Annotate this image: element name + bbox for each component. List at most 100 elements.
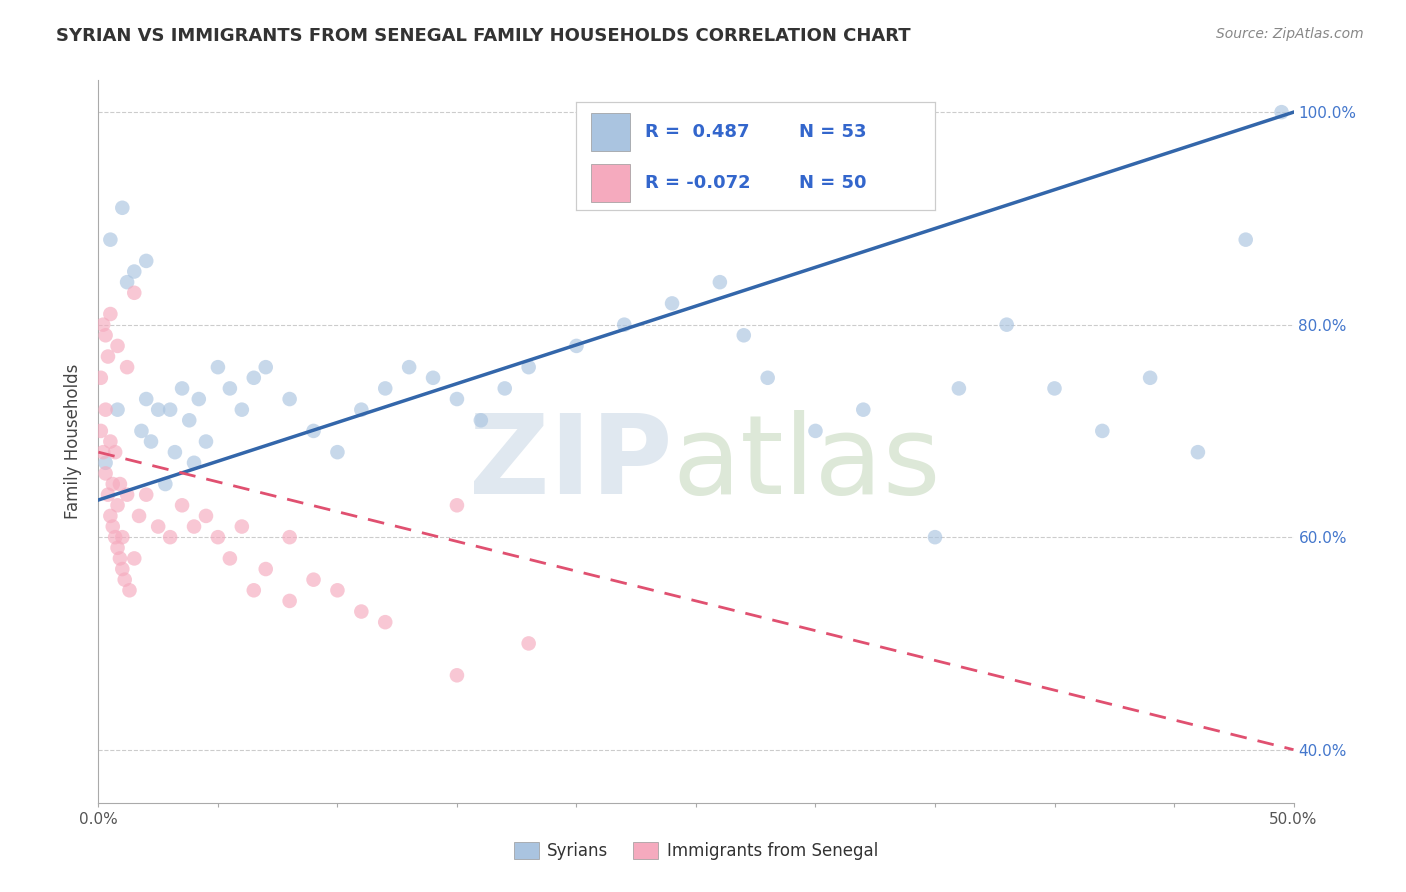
Point — [948, 381, 970, 395]
Text: ZIP: ZIP — [468, 409, 672, 516]
Point — [446, 392, 468, 406]
Point — [422, 371, 444, 385]
Point — [124, 551, 146, 566]
Point — [128, 508, 150, 523]
Point — [108, 551, 131, 566]
Point — [709, 275, 731, 289]
Point — [94, 467, 117, 481]
Point — [661, 296, 683, 310]
Point — [115, 488, 138, 502]
Point — [104, 445, 127, 459]
Point — [98, 434, 122, 449]
Point — [231, 402, 253, 417]
Point — [131, 424, 153, 438]
Point — [98, 233, 122, 247]
Point — [1271, 105, 1294, 120]
Point — [172, 381, 194, 395]
Y-axis label: Family Households: Family Households — [65, 364, 83, 519]
Point — [278, 392, 301, 406]
Point — [124, 285, 146, 300]
Text: SYRIAN VS IMMIGRANTS FROM SENEGAL FAMILY HOUSEHOLDS CORRELATION CHART: SYRIAN VS IMMIGRANTS FROM SENEGAL FAMILY… — [56, 27, 911, 45]
Point — [517, 360, 540, 375]
Point — [91, 318, 114, 332]
Point — [302, 573, 325, 587]
Point — [101, 477, 124, 491]
Point — [98, 508, 122, 523]
Point — [613, 318, 636, 332]
Point — [124, 264, 146, 278]
Point — [90, 424, 112, 438]
Point — [195, 508, 218, 523]
Point — [350, 402, 373, 417]
Point — [111, 530, 134, 544]
Point — [1234, 233, 1257, 247]
Point — [135, 488, 157, 502]
Point — [1043, 381, 1066, 395]
Point — [374, 381, 396, 395]
Point — [148, 519, 170, 533]
Point — [231, 519, 253, 533]
Point — [97, 488, 120, 502]
Point — [207, 530, 229, 544]
Point — [398, 360, 420, 375]
Point — [302, 424, 325, 438]
Point — [159, 402, 181, 417]
Text: Source: ZipAtlas.com: Source: ZipAtlas.com — [1216, 27, 1364, 41]
Point — [91, 445, 114, 459]
Point — [98, 307, 122, 321]
Point — [517, 636, 540, 650]
Point — [254, 562, 277, 576]
Point — [470, 413, 492, 427]
Point — [148, 402, 170, 417]
Point — [118, 583, 141, 598]
Point — [254, 360, 277, 375]
Point — [187, 392, 209, 406]
Point — [172, 498, 194, 512]
Point — [111, 201, 134, 215]
Point — [115, 360, 138, 375]
Point — [90, 371, 112, 385]
Point — [97, 350, 120, 364]
Point — [115, 275, 138, 289]
Point — [135, 253, 157, 268]
Text: atlas: atlas — [672, 409, 941, 516]
Point — [350, 605, 373, 619]
Point — [163, 445, 186, 459]
Point — [159, 530, 181, 544]
Point — [108, 477, 131, 491]
Point — [111, 562, 134, 576]
Point — [183, 456, 205, 470]
Point — [111, 822, 134, 837]
Point — [243, 583, 266, 598]
Point — [114, 573, 136, 587]
Point — [94, 456, 117, 470]
Point — [278, 530, 301, 544]
Point — [924, 530, 946, 544]
Point — [804, 424, 827, 438]
Point — [183, 519, 205, 533]
Point — [243, 371, 266, 385]
Point — [756, 371, 779, 385]
Point — [446, 668, 468, 682]
Point — [278, 594, 301, 608]
Point — [107, 402, 129, 417]
Point — [107, 339, 129, 353]
Point — [326, 445, 349, 459]
Point — [1139, 371, 1161, 385]
Point — [1091, 424, 1114, 438]
Point — [139, 434, 162, 449]
Point — [101, 519, 124, 533]
Point — [195, 434, 218, 449]
Point — [104, 530, 127, 544]
Point — [155, 477, 177, 491]
Point — [135, 392, 157, 406]
Point — [446, 498, 468, 512]
Point — [107, 498, 129, 512]
Point — [733, 328, 755, 343]
Point — [995, 318, 1018, 332]
Point — [94, 328, 117, 343]
Legend: Syrians, Immigrants from Senegal: Syrians, Immigrants from Senegal — [508, 835, 884, 867]
Point — [565, 339, 588, 353]
Point — [494, 381, 516, 395]
Point — [374, 615, 396, 629]
